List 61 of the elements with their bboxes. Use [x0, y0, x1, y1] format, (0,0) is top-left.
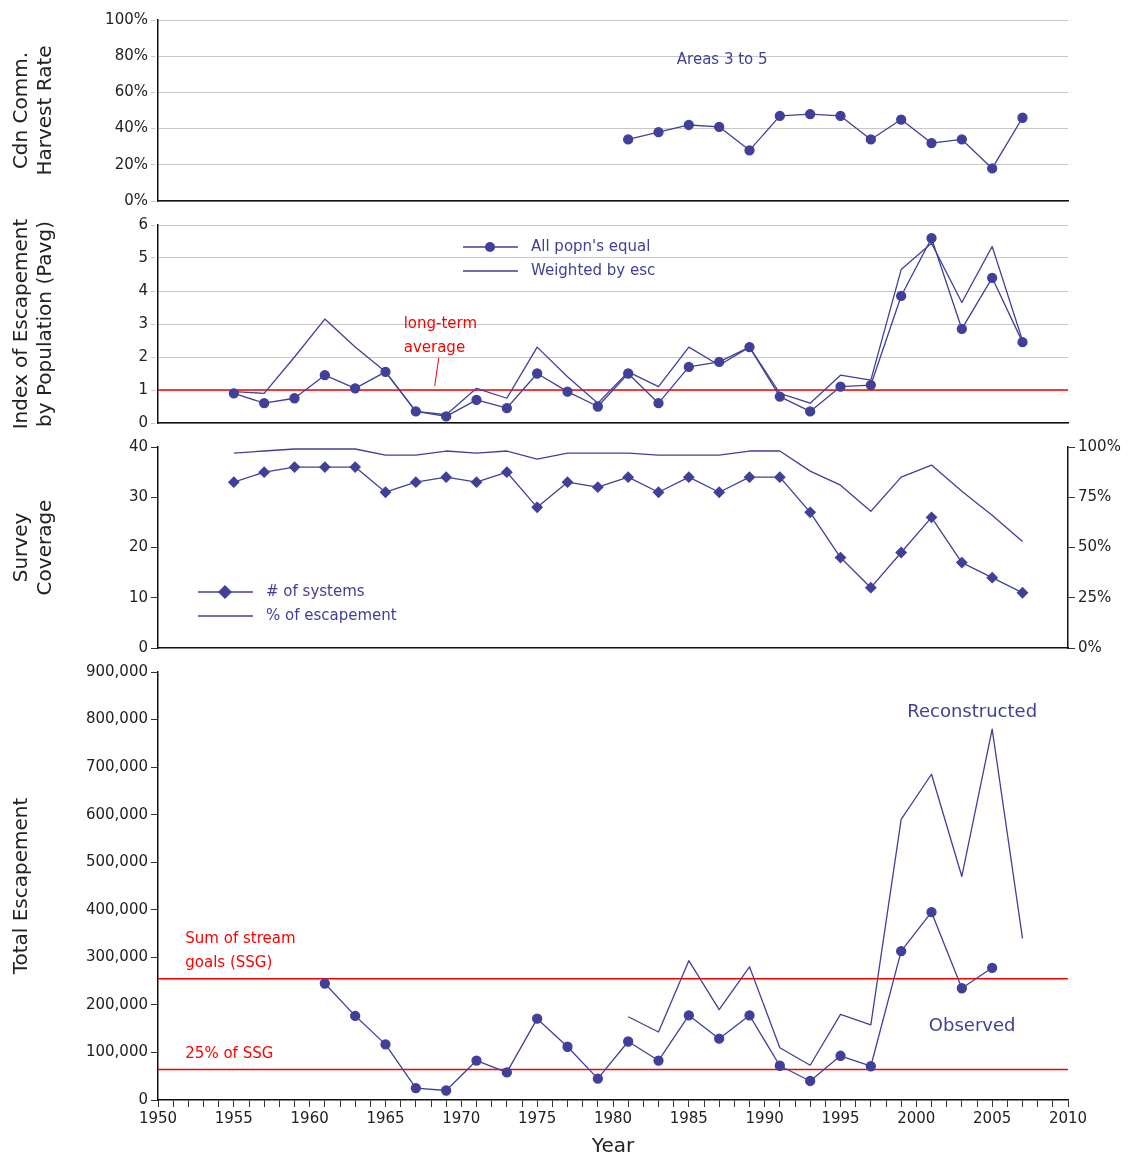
y-tick-label: 1 [138, 379, 148, 398]
legend-label: % of escapement [266, 605, 397, 624]
x-tick-label: 1970 [442, 1108, 481, 1127]
y-tick-label: 3 [138, 313, 148, 332]
legend-label: Weighted by esc [531, 260, 656, 279]
y-tick-label: 0 [138, 1089, 148, 1108]
y-tick-label: 600,000 [85, 804, 148, 823]
y-tick-label: 6 [138, 214, 148, 233]
y2-tick-label: 100% [1078, 436, 1121, 455]
y-tick-label: 20% [114, 154, 148, 173]
y-tick-label: 60% [114, 82, 148, 101]
y-tick-label: 200,000 [85, 994, 148, 1013]
y-tick-label: 10 [128, 587, 148, 606]
y-axis-title: Index of Escapement by Population (Pavg) [8, 218, 57, 430]
x-tick-label: 1955 [214, 1108, 253, 1127]
x-axis-title: Year [590, 1133, 635, 1155]
y-tick-label: 2 [138, 346, 148, 365]
y2-tick-label: 50% [1078, 537, 1112, 556]
y-tick-label: 5 [138, 247, 148, 266]
legend-label: # of systems [266, 581, 365, 600]
y-axis-title: Total Escapement [8, 797, 33, 976]
y2-tick-label: 0% [1078, 637, 1102, 656]
ref-line-label: long-term average [403, 314, 478, 356]
x-tick-label: 1990 [745, 1108, 784, 1127]
y-tick-label: 800,000 [85, 709, 148, 728]
y-tick-label: 4 [138, 280, 148, 299]
y-tick-label: 0 [138, 412, 148, 431]
y-tick-label: 0 [138, 637, 148, 656]
x-tick-label: 1965 [366, 1108, 405, 1127]
y-tick-label: 400,000 [85, 899, 148, 918]
y2-tick-label: 75% [1078, 487, 1112, 506]
legend-label: All popn's equal [531, 236, 651, 255]
y-tick-label: 900,000 [85, 661, 148, 680]
x-tick-label: 1975 [518, 1108, 557, 1127]
y-tick-label: 40% [114, 118, 148, 137]
y-axis-title: Cdn Comm. Harvest Rate [8, 45, 57, 176]
y2-tick-label: 25% [1078, 587, 1112, 606]
x-tick-label: 1985 [669, 1108, 708, 1127]
ref-line-label: Sum of stream goals (SSG) [185, 928, 296, 971]
x-tick-label: 1980 [593, 1108, 633, 1127]
ref-line-label: 25% of SSG [185, 1043, 274, 1062]
y-tick-label: 700,000 [85, 757, 148, 775]
y-tick-label: 20 [128, 537, 148, 556]
y-axis-title: Survey Coverage [8, 499, 57, 596]
y-tick-label: 100,000 [85, 1042, 148, 1061]
y-tick-label: 100% [105, 9, 148, 28]
x-tick-label: 2005 [973, 1108, 1012, 1127]
series-label: Observed [928, 1014, 1016, 1036]
y-tick-label: 30 [128, 487, 148, 506]
x-tick-label: 2000 [897, 1108, 936, 1127]
y-tick-label: 80% [114, 46, 148, 65]
y-tick-label: 500,000 [85, 852, 148, 871]
y-tick-label: 300,000 [85, 947, 148, 966]
y-tick-label: 0% [124, 190, 148, 209]
x-tick-label: 2010 [1048, 1108, 1088, 1127]
annotation: Areas 3 to 5 [676, 49, 768, 68]
x-tick-label: 1960 [290, 1108, 329, 1127]
x-tick-label: 1995 [821, 1108, 860, 1127]
y-tick-label: 40 [128, 436, 148, 455]
x-tick-label: 1950 [138, 1108, 178, 1127]
series-label: Reconstructed [907, 699, 1038, 721]
